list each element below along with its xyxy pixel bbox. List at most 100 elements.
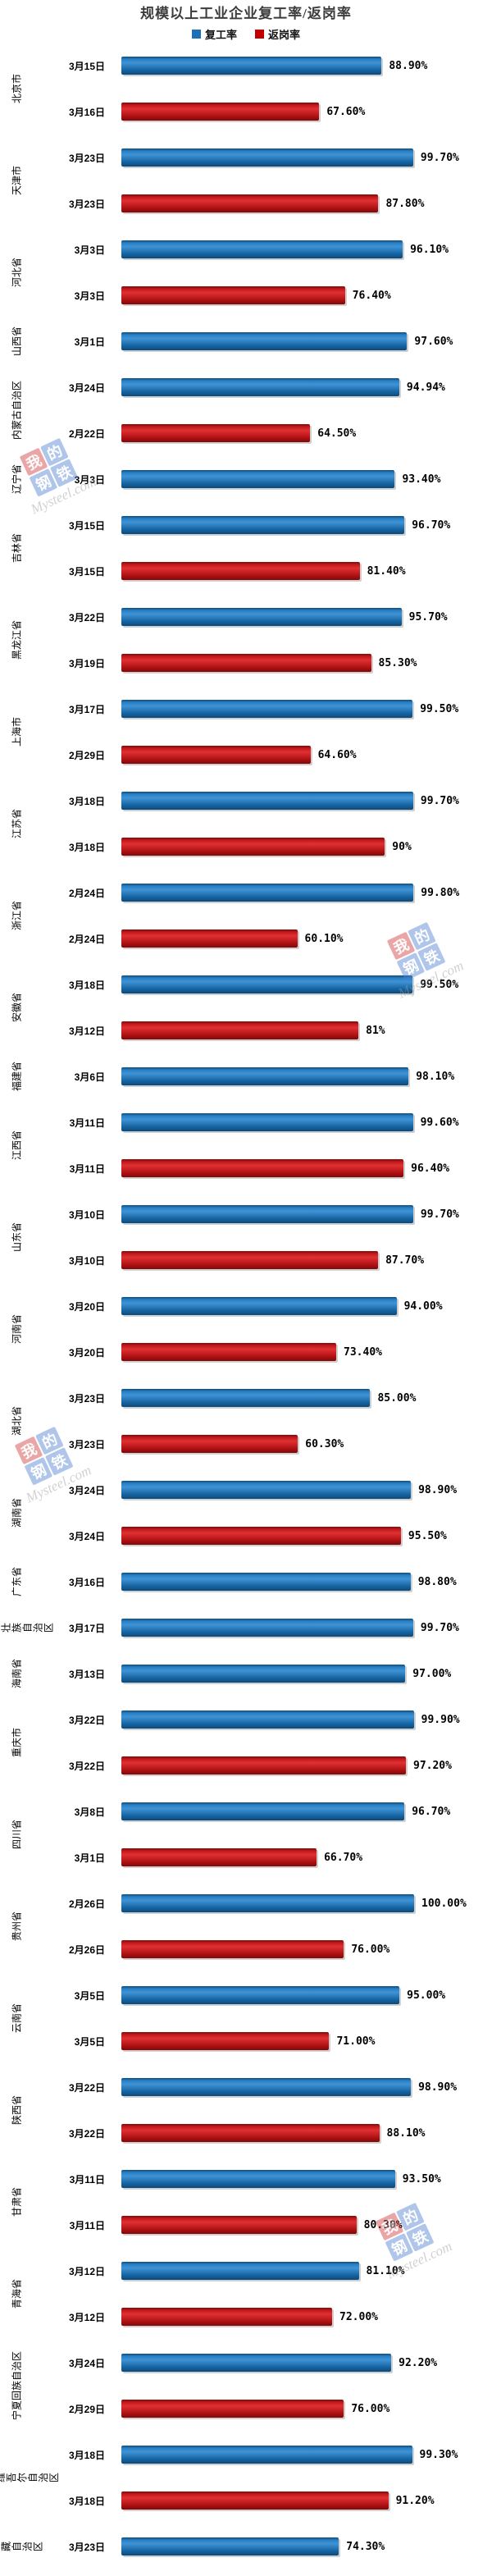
province-name: 贵州省 — [11, 1911, 23, 1942]
bar-value-label: 66.70% — [324, 1851, 363, 1864]
province-group: 浙江省 2月24日 99.80% 2月24日 60.10% — [0, 870, 492, 961]
province-rows: 3月22日 98.90% 3月22日 88.10% — [34, 2064, 492, 2156]
bar-value-label: 98.10% — [416, 1070, 455, 1083]
bar-返岗率 — [121, 1251, 379, 1269]
bar-row: 3月22日 98.90% — [34, 2064, 492, 2110]
bar-返岗率 — [121, 2308, 333, 2326]
province-group: 广西壮 族自治 区 3月17日 99.70% — [0, 1605, 492, 1651]
chart-header: 规模以上工业企业复工率/返岗率 复工率 返岗率 — [0, 0, 492, 43]
bar-返岗率 — [121, 1940, 344, 1958]
bar-date-label: 3月8日 — [74, 1806, 105, 1818]
bar-返岗率 — [121, 838, 385, 856]
chart-title: 规模以上工业企业复工率/返岗率 — [140, 6, 352, 21]
bar-date-label: 3月13日 — [68, 1668, 105, 1680]
province-rows: 2月24日 99.80% 2月24日 60.10% — [34, 870, 492, 961]
bar-返岗率 — [121, 1343, 337, 1361]
province-name: 吉林省 — [11, 533, 23, 564]
bar-date-label: 3月11日 — [69, 1117, 105, 1129]
province-name: 青海省 — [11, 2279, 23, 2309]
bar-value-label: 99.70% — [420, 1208, 459, 1221]
province-axis-label: 云南省 — [0, 1972, 34, 2064]
bar-track: 98.90% — [121, 2078, 492, 2096]
bar-value-label: 93.50% — [402, 2172, 441, 2185]
bar-row: 3月12日 81.10% — [34, 2248, 492, 2294]
bar-track: 95.50% — [121, 1527, 492, 1545]
bar-value-label: 95.70% — [408, 610, 448, 623]
province-axis-label: 湖北省 — [0, 1375, 34, 1467]
bar-复工率 — [121, 700, 413, 718]
province-rows: 3月15日 96.70% 3月15日 81.40% — [34, 502, 492, 594]
bar-复工率 — [121, 1113, 413, 1131]
bar-date-label: 2月29日 — [68, 749, 105, 761]
province-group: 吉林省 3月15日 96.70% 3月15日 81.40% — [0, 502, 492, 594]
bar-value-label: 99.70% — [420, 151, 459, 164]
bar-row: 3月22日 95.70% — [34, 594, 492, 640]
province-axis-label: 内蒙古自治区 — [0, 364, 34, 456]
bar-value-label: 87.80% — [385, 197, 425, 210]
province-axis-label: 陕西省 — [0, 2064, 34, 2156]
bar-复工率 — [121, 2537, 339, 2555]
bar-value-label: 99.80% — [421, 886, 460, 899]
bar-row: 3月18日 99.30% — [34, 2432, 492, 2478]
bar-value-label: 60.10% — [304, 932, 344, 945]
province-rows: 3月18日 99.70% 3月18日 90% — [34, 778, 492, 870]
province-name: 甘肃省 — [11, 2187, 23, 2217]
bar-track: 95.00% — [121, 1986, 492, 2004]
bar-row: 3月18日 90% — [34, 824, 492, 870]
province-axis-label: 辽宁省 — [0, 456, 34, 502]
bar-date-label: 3月22日 — [68, 2127, 105, 2140]
bar-track: 64.50% — [121, 424, 492, 442]
province-group: 福建省 3月6日 98.10% — [0, 1053, 492, 1099]
bar-row: 3月15日 88.90% — [34, 43, 492, 89]
province-axis-label: 河南省 — [0, 1283, 34, 1375]
bar-track: 93.50% — [121, 2170, 492, 2188]
province-axis-label: 河北省 — [0, 226, 34, 318]
bar-date-label: 3月6日 — [74, 1071, 105, 1083]
bar-row: 3月24日 98.90% — [34, 1467, 492, 1513]
province-rows: 3月11日 99.60% 3月11日 96.40% — [34, 1099, 492, 1191]
province-group: 四川省 3月8日 96.70% 3月1日 66.70% — [0, 1788, 492, 1880]
bar-date-label: 3月10日 — [68, 1208, 105, 1221]
bar-track: 99.60% — [121, 1113, 492, 1131]
bar-value-label: 85.30% — [378, 656, 417, 669]
bar-date-label: 3月17日 — [68, 703, 105, 715]
bar-track: 74.30% — [121, 2537, 492, 2555]
bar-返岗率 — [121, 746, 311, 764]
bar-value-label: 72.00% — [339, 2310, 378, 2323]
bar-track: 66.70% — [121, 1848, 492, 1866]
province-axis-label: 江苏省 — [0, 778, 34, 870]
province-name: 广东省 — [11, 1567, 23, 1597]
bar-row: 3月16日 67.60% — [34, 89, 492, 135]
bar-复工率 — [121, 975, 413, 993]
bar-date-label: 3月22日 — [68, 611, 105, 623]
legend: 复工率 返岗率 — [0, 26, 492, 42]
province-name: 天津市 — [11, 166, 23, 196]
bar-date-label: 3月18日 — [68, 841, 105, 853]
province-name: 安徽省 — [11, 993, 23, 1023]
bar-复工率 — [121, 378, 399, 396]
bar-row: 2月29日 64.60% — [34, 732, 492, 778]
province-axis-label: 西藏自 治区 — [0, 2523, 44, 2569]
bar-value-label: 94.94% — [406, 381, 445, 394]
bar-value-label: 95.50% — [408, 1529, 447, 1542]
bar-date-label: 3月17日 — [68, 1622, 105, 1634]
bar-返岗率 — [121, 2216, 357, 2234]
bar-value-label: 97.60% — [414, 335, 453, 348]
bar-track: 87.80% — [121, 194, 492, 212]
province-group: 青海省 3月12日 81.10% 3月12日 72.00% — [0, 2248, 492, 2340]
province-group: 新疆维吾尔自治 区 3月18日 99.30% 3月18日 91.20% — [0, 2432, 492, 2523]
province-axis-label: 青海省 — [0, 2248, 34, 2340]
province-group: 广东省 3月16日 98.80% — [0, 1559, 492, 1605]
bar-track: 85.00% — [121, 1389, 492, 1407]
bar-复工率 — [121, 1297, 397, 1315]
bar-track: 92.20% — [121, 2354, 492, 2372]
province-axis-label: 天津市 — [0, 135, 34, 226]
bar-track: 81% — [121, 1021, 492, 1039]
bar-track: 76.40% — [121, 286, 492, 304]
bar-返岗率 — [121, 286, 345, 304]
bar-value-label: 76.00% — [351, 1943, 390, 1956]
bar-value-label: 64.50% — [317, 427, 357, 440]
province-name: 海南省 — [11, 1659, 23, 1689]
province-rows: 3月13日 97.00% — [34, 1651, 492, 1697]
bar-复工率 — [121, 57, 382, 75]
